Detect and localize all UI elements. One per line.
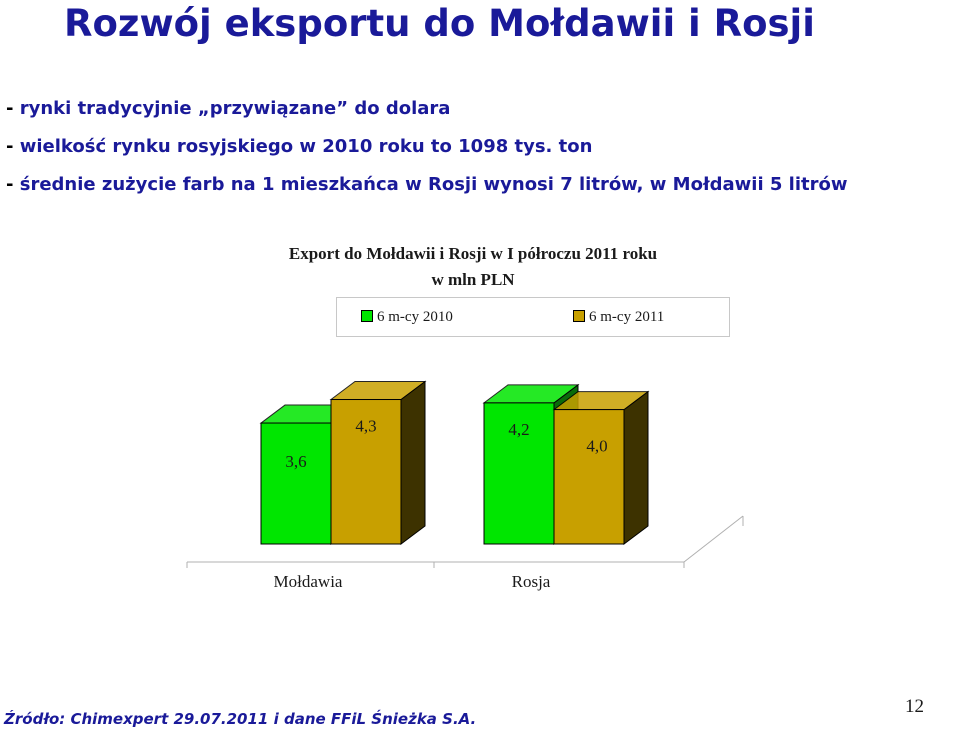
bullet-dash: - (6, 136, 20, 157)
bar-value-label: 4,3 (355, 417, 376, 436)
bar-front (330, 399, 402, 545)
slide-title: Rozwój eksportu do Mołdawii i Rosji (64, 2, 815, 45)
legend-entry-2010: 6 m-cy 2010 (361, 309, 453, 326)
bar-side (400, 380, 426, 545)
bullet-item: - rynki tradycyjnie „przywiązane” do dol… (6, 98, 450, 119)
chart-floor-side (683, 515, 744, 563)
bar-value-label: 4,2 (508, 420, 529, 439)
chart-title: Export do Mołdawii i Rosji w I półroczu … (288, 244, 658, 263)
bar-value-label: 4,0 (586, 437, 607, 456)
bar-value-label: 3,6 (285, 452, 306, 471)
category-label: Mołdawia (274, 572, 343, 591)
legend-label: 6 m-cy 2010 (377, 309, 453, 325)
category-label: Rosja (512, 572, 551, 591)
bullet-text: średnie zużycie farb na 1 mieszkańca w R… (19, 174, 848, 195)
bullet-text: rynki tradycyjnie „przywiązane” do dolar… (19, 98, 451, 119)
bar-front (553, 409, 625, 545)
legend-swatch (573, 310, 585, 322)
legend-swatch (361, 310, 373, 322)
chart-subtitle: w mln PLN (431, 270, 515, 289)
page-number: 12 (905, 696, 924, 717)
source-footer: Źródło: Chimexpert 29.07.2011 i dane FFi… (4, 710, 477, 728)
bar-front (483, 402, 555, 545)
bullet-dash: - (6, 98, 20, 119)
chart-legend: 6 m-cy 2010 6 m-cy 2011 (336, 297, 730, 337)
legend-entry-2011: 6 m-cy 2011 (573, 309, 664, 326)
bullet-item: - wielkość rynku rosyjskiego w 2010 roku… (6, 136, 592, 157)
bar-side (623, 390, 649, 545)
bullet-item: - średnie zużycie farb na 1 mieszkańca w… (6, 174, 848, 195)
bar-front (260, 422, 332, 545)
bullet-dash: - (6, 174, 20, 195)
bullet-text: wielkość rynku rosyjskiego w 2010 roku t… (19, 136, 593, 157)
legend-label: 6 m-cy 2011 (589, 309, 665, 325)
